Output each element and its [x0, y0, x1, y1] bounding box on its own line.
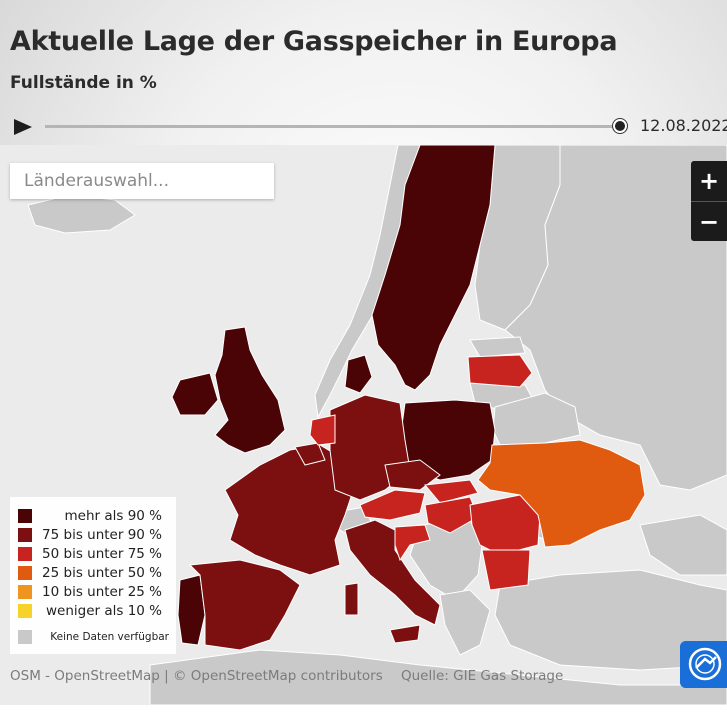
country-ukraine[interactable] [477, 439, 646, 548]
legend-label: 10 bis unter 25 % [42, 584, 162, 600]
legend-swatch [18, 604, 32, 618]
zoom-out-button[interactable]: − [691, 201, 727, 242]
country-italy[interactable] [344, 519, 441, 626]
legend-label: weniger als 10 % [45, 603, 162, 619]
legend-item: Keine Daten verfügbar [10, 628, 176, 646]
country-belgium[interactable] [294, 442, 326, 466]
country-bulgaria[interactable] [481, 549, 531, 591]
zoom-controls: + − [691, 161, 727, 241]
legend-label: 50 bis unter 75 % [42, 546, 162, 562]
country-hungary[interactable] [424, 496, 479, 534]
country-norway[interactable] [314, 145, 421, 419]
legend-label: 25 bis unter 50 % [42, 565, 162, 581]
country-turkey[interactable] [494, 569, 727, 671]
legend-swatch [18, 630, 32, 644]
timeline-date: 12.08.2022 [640, 116, 727, 135]
timeline-slider-track[interactable] [45, 125, 620, 128]
country-search-input[interactable] [10, 163, 274, 199]
page-title: Aktuelle Lage der Gasspeicher in Europa [10, 26, 618, 57]
timeline-slider-handle[interactable] [612, 118, 628, 134]
legend-item: weniger als 10 % [10, 602, 176, 620]
map-widget: Aktuelle Lage der Gasspeicher in Europa … [0, 0, 727, 705]
map-legend: mehr als 90 % 75 bis unter 90 % 50 bis u… [10, 497, 176, 654]
data-source: Quelle: GIE Gas Storage [401, 668, 564, 684]
legend-swatch [18, 585, 32, 599]
country-netherlands[interactable] [309, 414, 336, 446]
legend-item: 75 bis unter 90 % [10, 526, 176, 544]
country-sicily[interactable] [389, 624, 421, 644]
country-ireland[interactable] [171, 372, 219, 416]
legend-swatch [18, 566, 32, 580]
country-spain[interactable] [188, 559, 301, 651]
legend-label: 75 bis unter 90 % [42, 527, 162, 543]
country-uk[interactable] [214, 326, 286, 454]
legend-item: mehr als 90 % [10, 507, 176, 525]
country-slovakia[interactable] [424, 479, 479, 504]
country-estonia[interactable] [469, 336, 526, 358]
page-subtitle: Fullstände in % [10, 73, 157, 93]
tagesschau-logo-icon[interactable] [680, 641, 727, 688]
country-austria[interactable] [359, 489, 426, 521]
legend-swatch [18, 509, 32, 523]
country-croatia[interactable] [394, 524, 431, 562]
country-north-africa[interactable] [149, 649, 727, 705]
zoom-in-button[interactable]: + [698, 167, 720, 195]
country-greece[interactable] [439, 589, 491, 656]
legend-item: 25 bis unter 50 % [10, 564, 176, 582]
legend-item: 50 bis unter 75 % [10, 545, 176, 563]
legend-swatch [18, 528, 32, 542]
country-sweden[interactable] [371, 145, 496, 391]
country-denmark[interactable] [344, 354, 373, 394]
country-latvia[interactable] [467, 354, 533, 388]
map-attribution: OSM - OpenStreetMap | © OpenStreetMap co… [10, 668, 383, 684]
country-czechia[interactable] [384, 459, 441, 491]
country-sardinia[interactable] [344, 582, 359, 616]
legend-swatch [18, 547, 32, 561]
play-icon[interactable] [12, 116, 36, 138]
legend-item: 10 bis unter 25 % [10, 583, 176, 601]
legend-label: mehr als 90 % [64, 508, 163, 524]
legend-label: Keine Daten verfügbar [50, 631, 169, 643]
country-caucasus[interactable] [639, 514, 727, 576]
